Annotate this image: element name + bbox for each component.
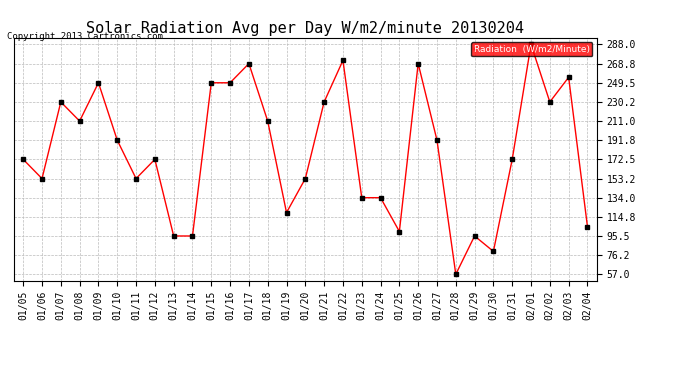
Text: Copyright 2013 Cartronics.com: Copyright 2013 Cartronics.com [7,32,163,41]
Legend: Radiation  (W/m2/Minute): Radiation (W/m2/Minute) [471,42,592,56]
Title: Solar Radiation Avg per Day W/m2/minute 20130204: Solar Radiation Avg per Day W/m2/minute … [86,21,524,36]
